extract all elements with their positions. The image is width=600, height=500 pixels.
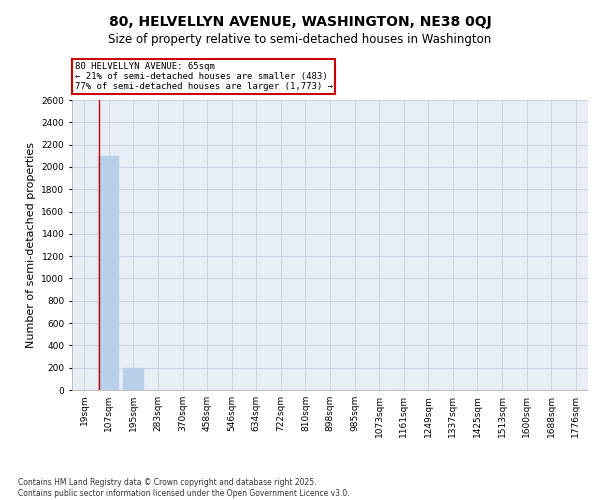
Text: 80 HELVELLYN AVENUE: 65sqm
← 21% of semi-detached houses are smaller (483)
77% o: 80 HELVELLYN AVENUE: 65sqm ← 21% of semi… [74, 62, 332, 92]
Text: Contains HM Land Registry data © Crown copyright and database right 2025.
Contai: Contains HM Land Registry data © Crown c… [18, 478, 350, 498]
Y-axis label: Number of semi-detached properties: Number of semi-detached properties [26, 142, 36, 348]
Text: 80, HELVELLYN AVENUE, WASHINGTON, NE38 0QJ: 80, HELVELLYN AVENUE, WASHINGTON, NE38 0… [109, 15, 491, 29]
Bar [98, 156, 119, 390]
Bar [123, 368, 144, 390]
Text: Size of property relative to semi-detached houses in Washington: Size of property relative to semi-detach… [109, 32, 491, 46]
